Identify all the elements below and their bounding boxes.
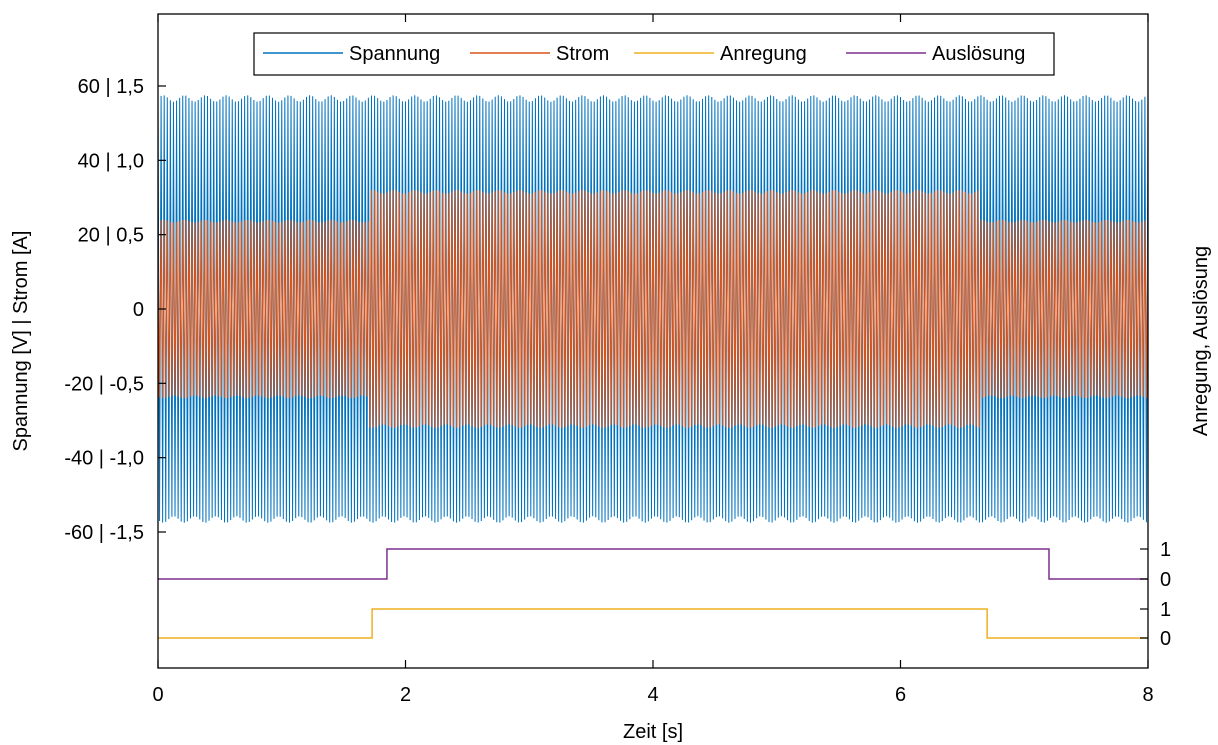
legend: Spannung Strom Anregung Auslösung [253,32,1055,76]
y-tick-label-left: -20 | -0,5 [64,373,144,395]
x-tick-label: 4 [647,684,658,706]
y-tick-label-right: 1 [1160,599,1171,621]
y-tick-label-left: -60 | -1,5 [64,522,144,544]
y-tick-label-left: 20 | 0,5 [78,225,144,247]
y-tick-label-left: 60 | 1,5 [78,76,144,98]
x-axis-title: Zeit [s] [623,721,683,743]
legend-label-spannung: Spannung [349,43,440,65]
legend-label-anregung: Anregung [720,43,807,65]
tick-layer: 0 2 4 6 8 60 | 1,5 40 | 1,0 20 | 0,5 0 -20 | -0,5… [64,14,1171,706]
legend-label-auslosung: Auslösung [932,43,1025,65]
y-tick-label-left: 0 [133,299,144,321]
y-tick-label-right: 0 [1160,628,1171,650]
x-tick-label: 0 [152,684,163,706]
y-axis-title-right: Anregung, Auslösung [1190,246,1212,436]
series-ausl-sung [158,548,1148,580]
legend-box [253,32,1055,76]
y-axis-title-left: Spannung [V] | Strom [A] [10,231,32,452]
y-tick-label-left: -40 | -1,0 [64,448,144,470]
x-tick-label: 6 [895,684,906,706]
oscillation-layer [157,95,1149,523]
step-layer [158,548,1148,639]
series-anregung [158,608,1148,639]
x-tick-label: 2 [400,684,411,706]
series-strom [157,190,1149,428]
legend-label-strom: Strom [556,43,609,65]
y-tick-label-left: 40 | 1,0 [78,150,144,172]
y-tick-label-right: 1 [1160,539,1171,561]
x-tick-label: 8 [1142,684,1153,706]
y-tick-label-right: 0 [1160,569,1171,591]
